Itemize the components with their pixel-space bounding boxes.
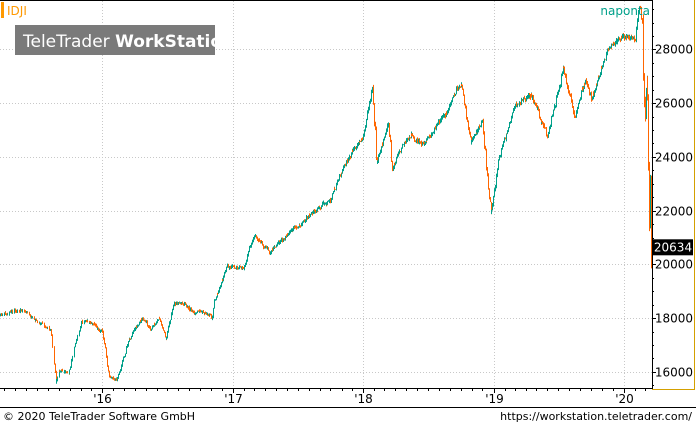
y-tick-label: 26000 [655, 97, 693, 111]
x-tick-label: '18 [354, 392, 373, 406]
source-url[interactable]: https://workstation.teletrader.com/ [500, 410, 692, 423]
x-tick-label: '17 [224, 392, 243, 406]
watermark: TeleTrader WorkStation [15, 25, 234, 55]
watermark-regular: TeleTrader [22, 32, 115, 52]
x-axis: '16 '17 '18 '19 '20 [4, 388, 646, 406]
y-tick-label: 24000 [655, 151, 693, 165]
y-tick-label: 16000 [655, 366, 693, 380]
copyright-text: © 2020 TeleTrader Software GmbH [3, 410, 196, 423]
y-tick-label: 20000 [655, 258, 693, 272]
watermark-bold: WorkStation [115, 32, 234, 52]
interval-label[interactable]: naponta [600, 4, 650, 18]
x-tick-label: '20 [615, 392, 634, 406]
gridlines [0, 1, 652, 388]
x-tick-label: '16 [93, 392, 112, 406]
symbol-label: IDJI [7, 4, 27, 18]
last-price-marker: 20634 [653, 239, 693, 256]
y-axis: 16000 18000 20000 22000 24000 26000 28000 [652, 9, 693, 386]
watermark-box [15, 25, 215, 55]
last-price-box [653, 239, 693, 256]
y-tick-label: 22000 [655, 205, 693, 219]
watermark-text: TeleTrader WorkStation [22, 32, 234, 52]
x-tick-label: '19 [485, 392, 504, 406]
last-price-label: 20634 [654, 240, 692, 254]
symbol-accent-bar [1, 2, 4, 18]
candlesticks [0, 5, 653, 384]
y-tick-label: 28000 [655, 43, 693, 57]
footer: © 2020 TeleTrader Software GmbH https://… [0, 407, 696, 427]
y-tick-label: 18000 [655, 312, 693, 326]
